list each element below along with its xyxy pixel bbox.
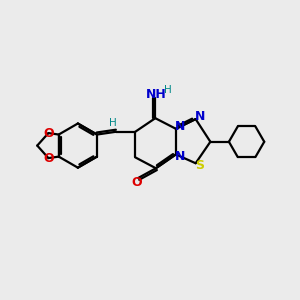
Text: H: H bbox=[109, 118, 116, 128]
Text: NH: NH bbox=[146, 88, 166, 100]
Text: S: S bbox=[195, 159, 204, 172]
Text: O: O bbox=[43, 127, 54, 140]
Text: N: N bbox=[195, 110, 205, 123]
Text: N: N bbox=[175, 150, 185, 163]
Text: H: H bbox=[164, 85, 172, 94]
Text: O: O bbox=[131, 176, 142, 189]
Text: O: O bbox=[43, 152, 54, 165]
Text: N: N bbox=[175, 120, 185, 133]
